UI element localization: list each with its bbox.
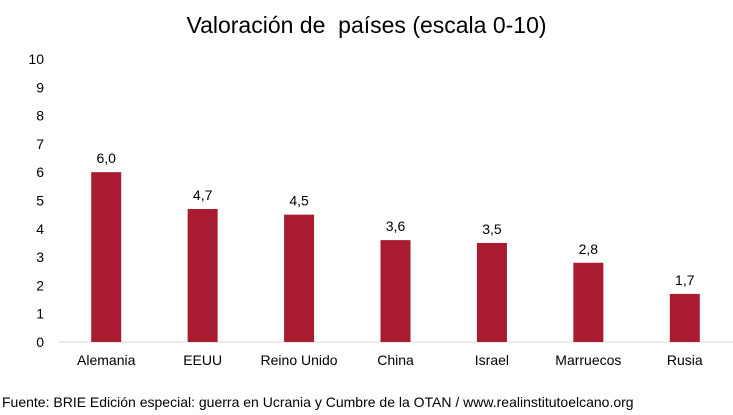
y-tick-label: 2 [36,277,44,293]
y-tick-label: 1 [36,306,44,322]
x-tick-label: Alemania [77,352,136,368]
x-tick-label: China [377,352,414,368]
bars [91,172,700,342]
x-tick-label: EEUU [183,352,222,368]
x-tick-label: Rusia [667,352,703,368]
y-tick-label: 5 [36,193,44,209]
y-tick-label: 0 [36,334,44,350]
bar [380,240,411,342]
bar [187,208,218,342]
y-tick-label: 10 [28,51,44,67]
data-label: 2,8 [579,241,599,257]
bar [91,172,122,342]
y-tick-label: 7 [36,136,44,152]
data-label: 6,0 [96,150,116,166]
bar [669,293,700,342]
y-tick-label: 3 [36,249,44,265]
x-axis: Alemania EEUU Reino Unido China Israel Marrue… [58,341,733,368]
x-tick-label: Reino Unido [261,352,338,368]
bar [284,214,315,342]
data-labels: 6,0 4,7 4,5 3,6 3,5 2,8 1,7 [96,150,694,288]
y-tick-label: 9 [36,79,44,95]
data-label: 3,6 [386,218,406,234]
y-tick-label: 4 [36,221,44,237]
data-label: 1,7 [675,272,695,288]
source-note: Fuente: BRIE Edición especial: guerra en… [2,394,634,410]
chart-title: Valoración de países (escala 0-10) [186,12,547,38]
data-label: 4,5 [289,193,309,209]
data-label: 4,7 [193,187,213,203]
y-tick-label: 8 [36,108,44,124]
bar [476,242,507,342]
x-tick-label: Israel [475,352,509,368]
data-label: 3,5 [482,221,502,237]
y-axis: 0 1 2 3 4 5 6 7 8 9 10 [28,51,44,350]
bar [573,262,604,342]
x-tick-label: Marruecos [555,352,621,368]
y-tick-label: 6 [36,164,44,180]
